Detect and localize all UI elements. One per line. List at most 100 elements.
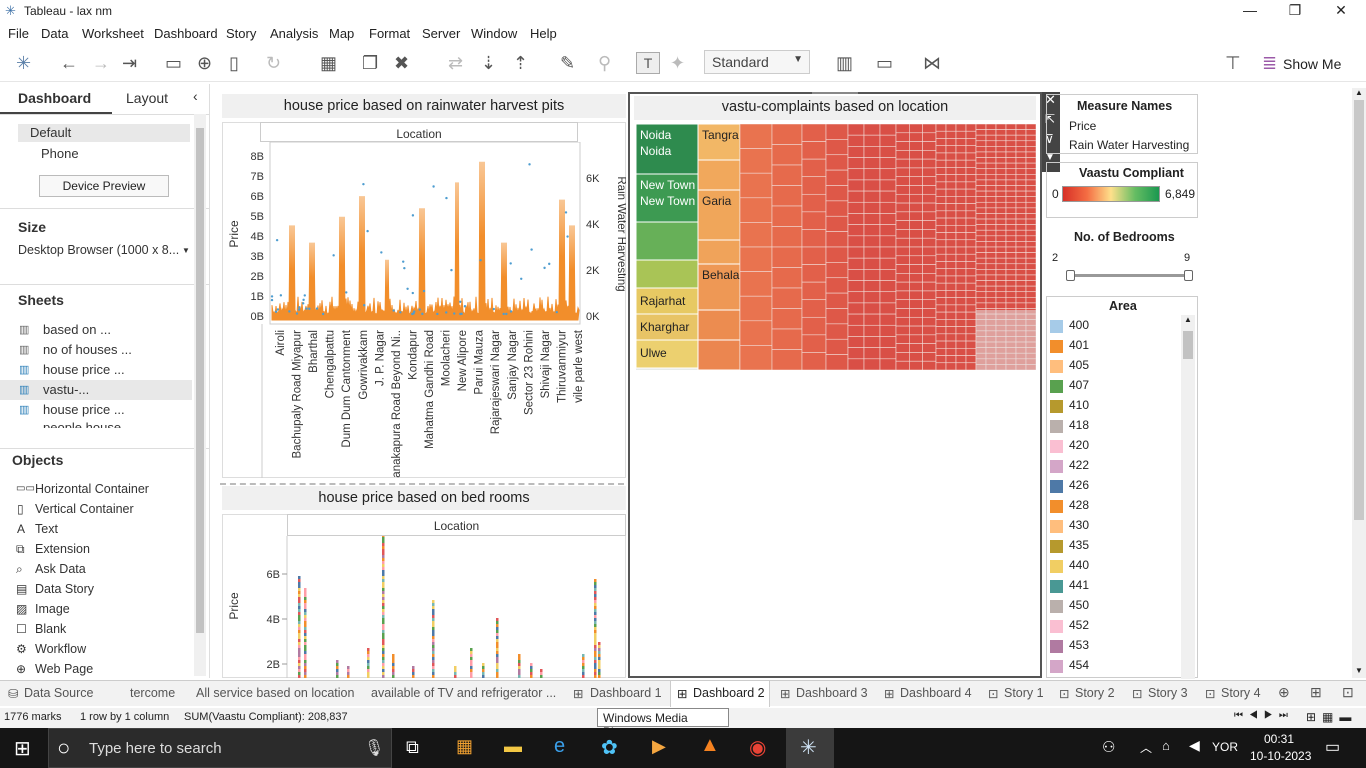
object-item[interactable]: Image bbox=[35, 602, 70, 616]
sheet-item[interactable]: based on ... bbox=[43, 322, 111, 337]
tab-story-4[interactable]: Story 4 bbox=[1221, 686, 1261, 700]
size-select[interactable]: Desktop Browser (1000 x 8... bbox=[18, 243, 180, 257]
edge-icon[interactable]: e bbox=[554, 735, 566, 757]
object-item[interactable]: Horizontal Container bbox=[35, 482, 149, 496]
file-explorer-icon[interactable]: ▬ bbox=[504, 736, 522, 756]
windows-start-icon[interactable]: ⊞ bbox=[14, 738, 31, 760]
scroll-thumb[interactable] bbox=[1354, 100, 1364, 520]
menu-help[interactable]: Help bbox=[530, 26, 557, 41]
area-legend-item[interactable]: 430 bbox=[1050, 518, 1170, 534]
canvas-scrollbar[interactable]: ▲ ▼ bbox=[1352, 88, 1366, 678]
scroll-up-icon[interactable]: ▲ bbox=[1355, 88, 1363, 97]
save-icon[interactable]: ▭ bbox=[165, 53, 183, 73]
notification-icon[interactable]: ▭ bbox=[1325, 739, 1341, 756]
sort-ascending-icon[interactable]: ⇣ bbox=[481, 53, 497, 73]
object-item[interactable]: Workflow bbox=[35, 642, 87, 656]
restore-button[interactable]: ❐ bbox=[1288, 2, 1302, 18]
redo-icon[interactable]: → bbox=[92, 53, 110, 73]
scroll-thumb[interactable] bbox=[196, 128, 204, 633]
marks-card-icon[interactable]: ⊤ bbox=[1225, 53, 1241, 73]
legend-item[interactable]: Price bbox=[1069, 119, 1097, 133]
area-legend-item[interactable]: 418 bbox=[1050, 418, 1170, 434]
network-icon[interactable]: ⌂ bbox=[1162, 738, 1170, 753]
x-tick-label[interactable]: Kanakapura Road Beyond Ni.. bbox=[391, 330, 403, 478]
filter-icon[interactable]: ⊽ bbox=[1045, 132, 1054, 146]
tab-layout[interactable]: Layout bbox=[126, 90, 169, 106]
scroll-up-icon[interactable]: ▲ bbox=[1184, 315, 1192, 324]
area-legend-item[interactable]: 405 bbox=[1050, 358, 1170, 374]
new-worksheet-tab-icon[interactable]: ⊕ bbox=[1278, 684, 1290, 700]
left-scrollbar[interactable] bbox=[194, 114, 206, 676]
sheet-view-toggle-icon[interactable]: ⊞▦▬ bbox=[1306, 710, 1358, 724]
share-icon[interactable]: ⋈ bbox=[923, 53, 941, 73]
menu-map[interactable]: Map bbox=[329, 26, 355, 41]
sheet-item[interactable]: people house... bbox=[43, 420, 132, 428]
minimize-button[interactable]: — bbox=[1243, 2, 1257, 18]
device-phone[interactable]: Phone bbox=[41, 146, 79, 161]
sheet-item[interactable]: house price ... bbox=[43, 402, 125, 417]
media-player-icon[interactable]: ▶ bbox=[652, 736, 666, 756]
tab-data-source[interactable]: Data Source bbox=[24, 686, 94, 700]
menu-dashboard[interactable]: Dashboard bbox=[154, 26, 218, 41]
more-options-icon[interactable]: ▼ bbox=[1045, 152, 1055, 163]
swap-icon[interactable]: ⇄ bbox=[448, 53, 464, 73]
area-legend-item[interactable]: 401 bbox=[1050, 338, 1170, 354]
chart-type-icon[interactable]: ▥ bbox=[836, 53, 854, 73]
tab-dashboard-1[interactable]: Dashboard 1 bbox=[590, 686, 662, 700]
range-slider-track[interactable] bbox=[1066, 274, 1190, 277]
new-worksheet-icon[interactable]: ▦ bbox=[320, 53, 338, 73]
pin-icon[interactable]: ✦ bbox=[670, 53, 686, 73]
x-tick-label[interactable]: Bharthal bbox=[308, 330, 320, 373]
scroll-thumb[interactable] bbox=[1183, 331, 1193, 359]
object-item[interactable]: Ask Data bbox=[35, 562, 86, 576]
menu-story[interactable]: Story bbox=[226, 26, 257, 41]
object-item[interactable]: Blank bbox=[35, 622, 67, 636]
menu-server[interactable]: Server bbox=[422, 26, 461, 41]
tab-dashboard-3[interactable]: Dashboard 3 bbox=[796, 686, 868, 700]
replay-icon[interactable]: ⇥ bbox=[122, 53, 138, 73]
legend-scrollbar[interactable]: ▲ bbox=[1181, 315, 1195, 679]
object-item[interactable]: Web Page bbox=[35, 662, 94, 676]
x-tick-label[interactable]: Parui Mauza bbox=[474, 329, 486, 394]
device-preview-button[interactable]: Device Preview bbox=[39, 175, 169, 197]
people-icon[interactable]: ⚇ bbox=[1102, 739, 1116, 756]
x-tick-label[interactable]: Moolacheri bbox=[441, 330, 453, 386]
clock-date[interactable]: 10-10-2023 bbox=[1250, 749, 1312, 763]
x-tick-label[interactable]: Sanjay Nagar bbox=[507, 330, 519, 400]
legend-item[interactable]: Rain Water Harvesting bbox=[1069, 138, 1190, 152]
menu-file[interactable]: File bbox=[8, 26, 29, 41]
menu-window[interactable]: Window bbox=[471, 26, 518, 41]
sheet-item[interactable]: no of houses ... bbox=[43, 342, 132, 357]
x-tick-label[interactable]: Mahatma Gandhi Road bbox=[424, 330, 436, 449]
vlc-icon[interactable]: ▲ bbox=[700, 734, 720, 756]
microphone-icon[interactable]: 🎙 bbox=[364, 740, 385, 757]
area-legend-item[interactable]: 426 bbox=[1050, 478, 1170, 494]
x-tick-label[interactable]: vile parle west bbox=[573, 329, 585, 403]
x-tick-label[interactable]: New Alipore bbox=[457, 330, 469, 391]
x-tick-label[interactable]: Kondapur bbox=[407, 330, 419, 380]
tab-navigation-icon[interactable]: ⏮◀▶⏭ bbox=[1234, 710, 1294, 721]
x-tick-label[interactable]: Dum Dum Cantonment bbox=[341, 329, 353, 447]
object-item[interactable]: Extension bbox=[35, 542, 90, 556]
menu-format[interactable]: Format bbox=[369, 26, 411, 41]
language-indicator[interactable]: YOR bbox=[1212, 740, 1239, 754]
area-legend-item[interactable]: 440 bbox=[1050, 558, 1170, 574]
text-label-icon[interactable]: T bbox=[636, 52, 660, 74]
tableau-taskbar-item[interactable]: ✳ bbox=[786, 728, 834, 768]
object-item[interactable]: Vertical Container bbox=[35, 502, 134, 516]
close-button[interactable]: ✕ bbox=[1335, 2, 1347, 18]
pause-updates-icon[interactable]: ▯ bbox=[229, 53, 239, 73]
remove-icon[interactable]: ✕ bbox=[1045, 92, 1056, 107]
area-legend-item[interactable]: 435 bbox=[1050, 538, 1170, 554]
area-legend-item[interactable]: 420 bbox=[1050, 438, 1170, 454]
sheet-item[interactable]: vastu-... bbox=[43, 382, 90, 397]
area-legend-item[interactable]: 407 bbox=[1050, 378, 1170, 394]
task-view-icon[interactable]: ⧉ bbox=[406, 737, 419, 757]
tab-sheet[interactable]: tercome bbox=[130, 686, 176, 700]
area-legend-item[interactable]: 428 bbox=[1050, 498, 1170, 514]
area-legend-item[interactable]: 454 bbox=[1050, 658, 1170, 674]
area-legend-item[interactable]: 441 bbox=[1050, 578, 1170, 594]
object-item[interactable]: Data Story bbox=[35, 582, 95, 596]
tab-story-2[interactable]: Story 2 bbox=[1075, 686, 1115, 700]
go-to-sheet-icon[interactable]: ⇱ bbox=[1045, 112, 1056, 126]
